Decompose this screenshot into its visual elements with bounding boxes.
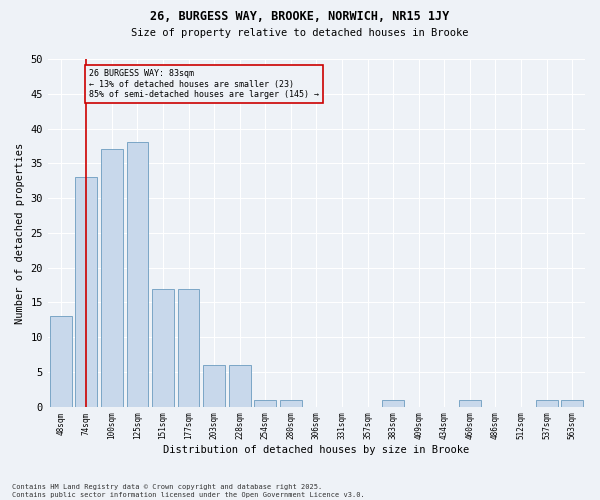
Bar	[152, 288, 174, 407]
Bar	[178, 288, 199, 407]
Bar	[382, 400, 404, 407]
X-axis label: Distribution of detached houses by size in Brooke: Distribution of detached houses by size …	[163, 445, 470, 455]
Y-axis label: Number of detached properties: Number of detached properties	[15, 142, 25, 324]
Bar	[76, 178, 97, 407]
Bar	[101, 150, 123, 407]
Bar	[50, 316, 71, 407]
Text: Contains HM Land Registry data © Crown copyright and database right 2025.
Contai: Contains HM Land Registry data © Crown c…	[12, 484, 365, 498]
Text: 26 BURGESS WAY: 83sqm
← 13% of detached houses are smaller (23)
85% of semi-deta: 26 BURGESS WAY: 83sqm ← 13% of detached …	[89, 70, 319, 99]
Bar	[254, 400, 276, 407]
Bar	[536, 400, 557, 407]
Text: 26, BURGESS WAY, BROOKE, NORWICH, NR15 1JY: 26, BURGESS WAY, BROOKE, NORWICH, NR15 1…	[151, 10, 449, 23]
Bar	[229, 365, 251, 407]
Bar	[127, 142, 148, 407]
Bar	[562, 400, 583, 407]
Bar	[280, 400, 302, 407]
Bar	[459, 400, 481, 407]
Text: Size of property relative to detached houses in Brooke: Size of property relative to detached ho…	[131, 28, 469, 38]
Bar	[203, 365, 225, 407]
